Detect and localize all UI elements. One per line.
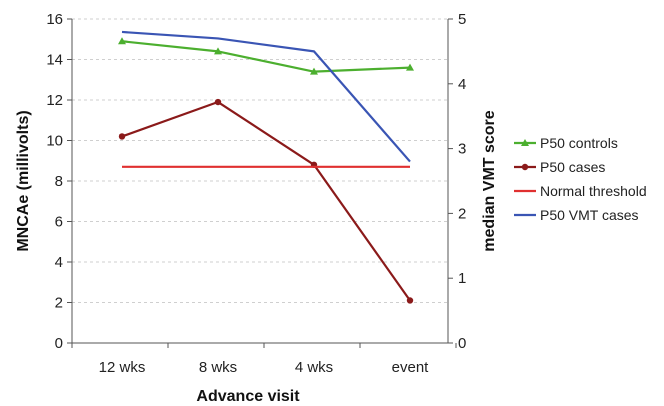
data-point-marker: [521, 163, 529, 171]
left-y-tick-label: 2: [55, 295, 63, 312]
series-line-p50-controls: [121, 40, 411, 73]
left-y-axis-title: MNCAe (millivolts): [15, 110, 32, 251]
right-y-tick-label: 0: [458, 335, 466, 352]
right-y-axis-title: median VMT score: [481, 110, 498, 251]
x-tick-label: 12 wks: [99, 359, 146, 376]
series-group: [118, 30, 414, 304]
right-y-tick-label: 2: [458, 205, 466, 222]
data-point-marker: [214, 98, 222, 106]
right-y-tick-label: 1: [458, 270, 466, 287]
left-y-tick-label: 8: [55, 173, 63, 190]
left-y-tick-label: 6: [55, 214, 63, 231]
left-y-tick-label: 14: [46, 52, 63, 69]
left-y-tick-label: 10: [46, 133, 63, 150]
series-p50-controls: [118, 37, 414, 75]
legend-item-p50-controls: P50 controls: [514, 135, 618, 151]
x-tick-label: 8 wks: [199, 359, 237, 376]
left-y-tick-label: 16: [46, 11, 63, 28]
series-p50-cases: [118, 98, 414, 304]
legend: P50 controls P50 cases Normal threshold P50…: [514, 135, 647, 223]
legend-item-normal-threshold: Normal threshold: [514, 183, 647, 199]
data-point-marker: [406, 63, 414, 71]
right-y-tick-label: 4: [458, 76, 466, 93]
data-point-marker: [521, 139, 529, 146]
data-point-marker: [118, 133, 126, 140]
legend-label: Normal threshold: [540, 183, 647, 199]
x-tick-label: 4 wks: [295, 359, 333, 376]
data-point-marker: [118, 37, 126, 45]
legend-item-p50-cases: P50 cases: [514, 159, 605, 175]
gridlines: [72, 18, 448, 303]
series-p50-vmt-cases: [121, 30, 411, 163]
left-y-tick-label: 4: [55, 254, 63, 271]
data-point-marker: [406, 297, 414, 304]
legend-label: P50 VMT cases: [540, 207, 639, 223]
left-y-tick-label: 0: [55, 335, 63, 352]
axes: [67, 18, 457, 348]
data-point-marker: [310, 67, 318, 75]
right-y-tick-label: 3: [458, 141, 466, 158]
legend-label: P50 controls: [540, 135, 618, 151]
legend-item-p50-vmt-cases: P50 VMT cases: [514, 207, 639, 223]
x-tick-label: event: [392, 359, 430, 376]
legend-label: P50 cases: [540, 159, 605, 175]
series-line-p50-vmt-cases: [121, 30, 411, 163]
right-y-tick-label: 5: [458, 11, 466, 28]
left-y-tick-label: 12: [46, 92, 63, 109]
series-line-p50-cases: [121, 100, 411, 302]
data-point-marker: [214, 47, 222, 55]
x-axis-title: Advance visit: [196, 388, 300, 405]
